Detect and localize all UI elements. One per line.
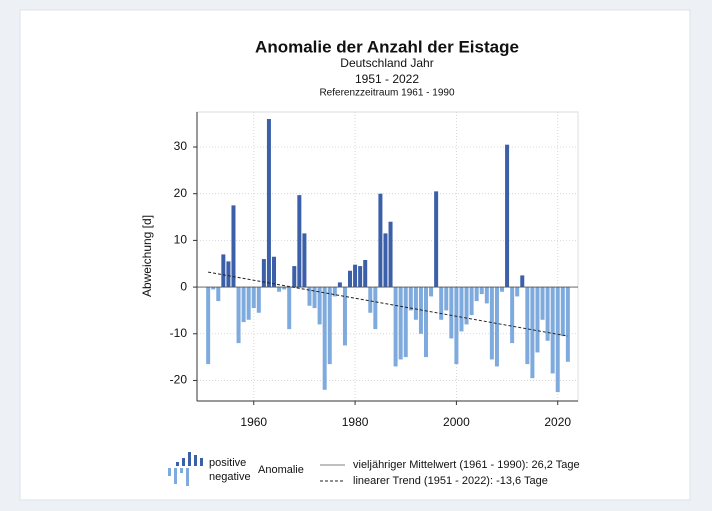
legend-label: Anomalie — [258, 464, 304, 476]
bar — [454, 287, 459, 365]
subtitle: Referenzzeitraum 1961 - 1990 — [319, 88, 455, 99]
bar — [216, 287, 221, 302]
y-tick-label: 20 — [174, 186, 188, 200]
bar — [464, 287, 469, 325]
bar — [500, 287, 505, 292]
bar — [312, 287, 317, 309]
bar — [555, 287, 560, 393]
chart-title: Anomalie der Anzahl der Eistage — [255, 37, 519, 56]
bar — [241, 287, 246, 323]
x-tick-label: 2020 — [544, 415, 571, 429]
legend-label: vieljähriger Mittelwert (1961 - 1990): 2… — [353, 459, 580, 471]
bar — [449, 287, 454, 339]
bar — [368, 287, 373, 313]
bar — [388, 221, 393, 288]
bar — [251, 287, 256, 309]
bar — [520, 275, 525, 288]
y-axis-label: Abweichung [d] — [140, 215, 154, 297]
bar — [358, 266, 363, 288]
bar — [484, 287, 489, 304]
bar — [266, 119, 271, 288]
bar — [246, 287, 251, 320]
bar — [565, 287, 570, 362]
y-tick-label: 30 — [174, 139, 188, 153]
bar — [307, 287, 312, 306]
bar — [332, 287, 337, 297]
subtitle: Deutschland Jahr — [340, 56, 433, 70]
bar — [540, 287, 545, 320]
subtitle: 1951 - 2022 — [355, 72, 419, 86]
bar — [282, 287, 287, 290]
bar — [272, 256, 277, 288]
bar — [403, 287, 408, 358]
bar — [429, 287, 434, 297]
bar — [261, 259, 266, 288]
y-tick-label: 0 — [180, 279, 187, 293]
y-tick-label: 10 — [174, 233, 188, 247]
bar — [231, 205, 236, 288]
bar — [383, 233, 388, 288]
bar — [327, 287, 332, 365]
y-tick-label: -10 — [170, 326, 188, 340]
bar — [474, 287, 479, 302]
bar — [277, 287, 282, 292]
bar — [530, 287, 535, 379]
bar — [292, 266, 297, 288]
legend-label: linearer Trend (1951 - 2022): -13,6 Tage — [353, 475, 548, 487]
bar — [510, 287, 515, 344]
bar — [550, 287, 555, 374]
bar — [378, 193, 383, 288]
legend-label: negative — [209, 471, 251, 483]
bar — [221, 254, 226, 288]
bar — [342, 287, 347, 346]
bar — [353, 264, 358, 288]
legend-icon — [168, 452, 203, 486]
bar — [393, 287, 398, 367]
bar — [413, 287, 418, 320]
bar — [337, 282, 342, 288]
bar — [439, 287, 444, 320]
bar — [287, 287, 292, 330]
bar — [434, 191, 439, 288]
bar — [236, 287, 241, 344]
legend-label: positive — [209, 457, 246, 469]
bar — [398, 287, 403, 360]
bar — [444, 287, 449, 311]
bar — [479, 287, 484, 295]
x-tick-label: 1960 — [240, 415, 267, 429]
bar — [459, 287, 464, 332]
x-tick-label: 1980 — [342, 415, 369, 429]
bar — [494, 287, 499, 367]
bar — [363, 260, 368, 288]
bar — [515, 287, 520, 297]
bar — [317, 287, 322, 325]
bar — [297, 195, 302, 288]
bar — [408, 287, 413, 311]
x-tick-label: 2000 — [443, 415, 470, 429]
bar — [226, 261, 231, 288]
bar — [560, 287, 565, 337]
bar — [322, 287, 327, 390]
bar — [373, 287, 378, 330]
bar — [206, 287, 211, 365]
bar — [302, 233, 307, 288]
bar — [545, 287, 550, 341]
bar — [469, 287, 474, 316]
bar — [348, 270, 353, 288]
bar — [256, 287, 261, 313]
trend-line — [208, 271, 568, 337]
bar — [211, 287, 216, 290]
bar — [535, 287, 540, 353]
bar — [505, 144, 510, 288]
bar — [424, 287, 429, 358]
y-tick-label: -20 — [170, 373, 188, 387]
bar — [525, 287, 530, 365]
bar — [489, 287, 494, 360]
